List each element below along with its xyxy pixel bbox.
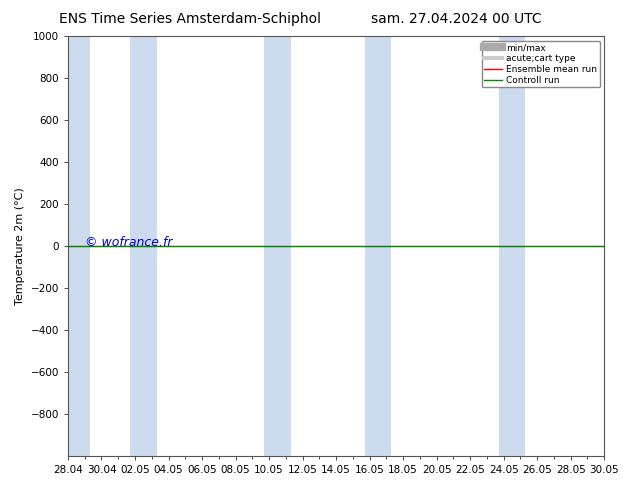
Bar (498, 36, 526, 456)
Bar (264, 36, 291, 456)
Y-axis label: Temperature 2m (°C): Temperature 2m (°C) (15, 187, 25, 305)
Text: sam. 27.04.2024 00 UTC: sam. 27.04.2024 00 UTC (371, 12, 542, 26)
Bar (365, 36, 391, 456)
Bar (130, 36, 157, 456)
Text: ENS Time Series Amsterdam-Schiphol: ENS Time Series Amsterdam-Schiphol (59, 12, 321, 26)
Legend: min/max, acute;cart type, Ensemble mean run, Controll run: min/max, acute;cart type, Ensemble mean … (482, 41, 600, 88)
Text: © wofrance.fr: © wofrance.fr (85, 236, 172, 248)
Bar (63, 36, 90, 456)
